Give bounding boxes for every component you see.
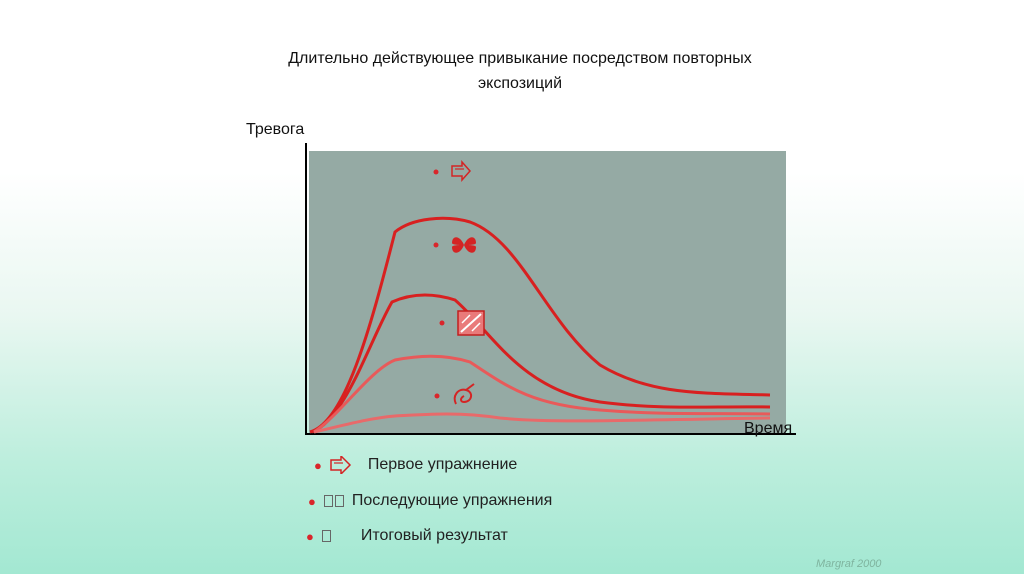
curve-first-exposure: [309, 216, 771, 434]
legend-item-final: ● Итоговый результат: [306, 527, 508, 545]
marker-bullet-4: [434, 393, 440, 399]
y-axis-label: Тревога: [246, 121, 305, 138]
missing-glyph-icon: [323, 495, 346, 507]
curve-third-exposure: [313, 354, 771, 434]
arrow-outline-icon: [451, 160, 472, 182]
curve-final-exposure: [313, 412, 771, 434]
slide-title: Длительно действующее привыкание посредс…: [200, 46, 840, 96]
four-petal-icon: [452, 237, 476, 253]
marker-bullet-1: [433, 169, 439, 175]
title-line-2: экспозиций: [477, 75, 563, 92]
legend-label: Последующие упражнения: [351, 492, 553, 509]
missing-glyph-icon: [321, 530, 333, 542]
marker-bullet-2: [433, 242, 439, 248]
boxed-leaf-icon: [457, 310, 485, 336]
loop-arrow-icon: [453, 383, 475, 405]
source-credit: Margraf 2000: [816, 558, 882, 570]
title-line-1: Длительно действующее привыкание посредс…: [288, 50, 752, 67]
legend-item-first: ● Первое упражнение: [314, 456, 517, 474]
arrow-outline-icon: [330, 456, 352, 474]
marker-bullet-3: [439, 320, 445, 326]
legend-bullet: ●: [314, 457, 322, 473]
x-axis-label: Время: [744, 420, 793, 437]
legend-label: Итоговый результат: [360, 527, 508, 544]
legend-label: Первое упражнение: [367, 456, 518, 473]
legend-bullet: ●: [306, 528, 314, 544]
legend-item-subsequent: ● Последующие упражнения: [308, 492, 552, 510]
legend-bullet: ●: [308, 493, 316, 509]
curve-second-exposure: [311, 293, 771, 434]
